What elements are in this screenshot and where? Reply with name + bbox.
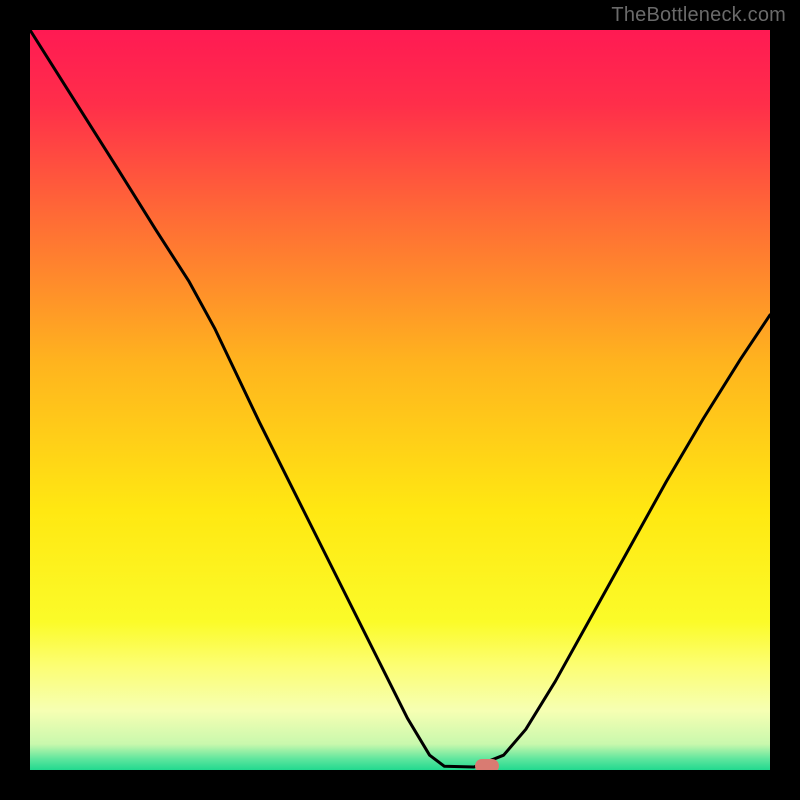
plot-background [30, 30, 770, 770]
plot-frame [30, 30, 770, 770]
plot-svg [30, 30, 770, 770]
optimum-marker [475, 759, 499, 770]
chart-container: TheBottleneck.com [0, 0, 800, 800]
watermark-text: TheBottleneck.com [611, 4, 786, 27]
